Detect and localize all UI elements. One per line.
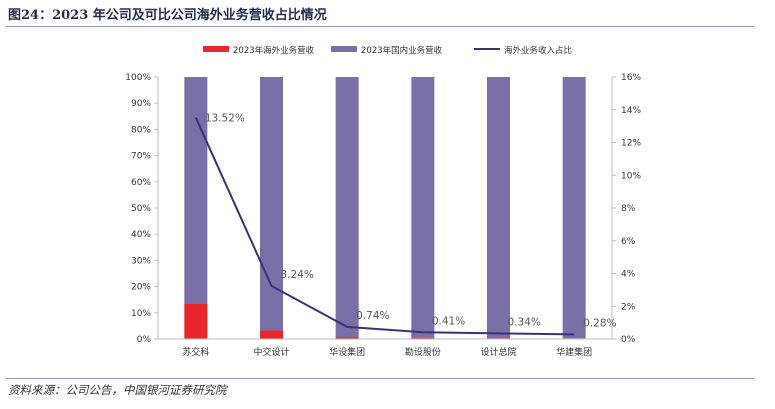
right-tick-label: 8% <box>621 204 636 214</box>
data-label: 0.34% <box>508 316 541 328</box>
right-tick-label: 12% <box>621 139 641 149</box>
line-overseas-share <box>194 117 575 336</box>
bar-overseas <box>335 337 359 339</box>
right-tick-label: 16% <box>621 73 641 83</box>
left-tick-label: 80% <box>131 125 151 135</box>
data-label: 0.28% <box>583 317 616 329</box>
legend-label: 2023年国内业务营收 <box>361 45 443 56</box>
source-note: 资料来源：公司公告，中国银河证券研究院 <box>8 383 227 397</box>
right-tick-label: 14% <box>621 106 641 116</box>
right-tick-label: 6% <box>621 237 636 247</box>
bar-domestic <box>487 77 510 339</box>
top-rule <box>6 26 754 27</box>
data-label: 3.24% <box>281 269 314 281</box>
left-tick-label: 40% <box>131 230 151 240</box>
bar-domestic <box>562 77 586 339</box>
right-tick-label: 10% <box>621 171 641 181</box>
legend-swatch <box>331 46 357 52</box>
left-tick-label: 100% <box>125 73 151 83</box>
left-tick-label: 50% <box>131 204 151 214</box>
left-tick-label: 0% <box>137 335 152 345</box>
left-tick-label: 20% <box>131 283 151 293</box>
right-tick-label: 2% <box>621 302 636 312</box>
bar-domestic <box>184 77 208 304</box>
x-tick-label: 设计总院 <box>480 346 516 358</box>
left-tick-label: 30% <box>131 256 151 266</box>
bar-domestic <box>411 77 435 338</box>
figure-title: 图24：2023 年公司及可比公司海外业务营收占比情况 <box>8 8 327 23</box>
bar-overseas <box>411 337 435 339</box>
x-tick-label: 勘设股份 <box>405 346 441 358</box>
left-tick-label: 90% <box>131 99 151 109</box>
legend-swatch <box>203 46 229 52</box>
right-tick-label: 4% <box>621 270 636 280</box>
data-label: 13.52% <box>205 113 245 125</box>
left-tick-label: 70% <box>131 152 151 162</box>
legend-label: 2023年海外业务营收 <box>233 45 315 56</box>
bar-domestic <box>260 77 283 331</box>
bar-overseas <box>184 303 208 339</box>
bar-domestic <box>335 77 359 338</box>
left-tick-label: 10% <box>131 309 151 319</box>
legend-label: 海外业务收入占比 <box>504 45 572 56</box>
left-tick-label: 60% <box>131 178 151 188</box>
x-tick-label: 华建集团 <box>556 346 592 358</box>
bottom-rule <box>6 378 754 379</box>
data-label: 0.74% <box>356 310 389 322</box>
right-tick-label: 0% <box>621 335 636 345</box>
x-tick-label: 中交设计 <box>253 346 289 358</box>
x-tick-label: 苏交科 <box>182 346 209 358</box>
bar-overseas <box>260 330 283 339</box>
data-label: 0.41% <box>432 315 465 327</box>
x-tick-label: 华设集团 <box>329 346 365 358</box>
